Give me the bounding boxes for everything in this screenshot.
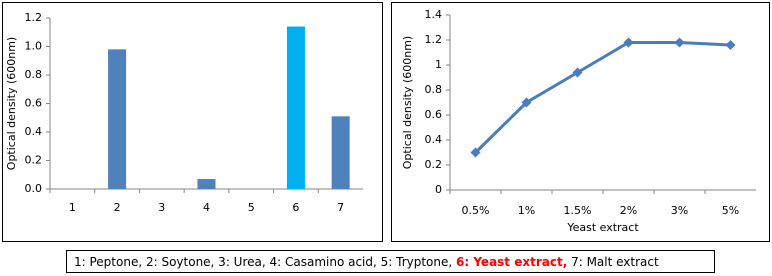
bar xyxy=(197,179,216,189)
x-tick-label: 6 xyxy=(292,201,299,214)
x-tick-label: 1 xyxy=(69,201,76,214)
y-tick-label: 0.6 xyxy=(425,108,443,121)
y-tick-label: 1.2 xyxy=(425,33,443,46)
y-tick-label: 0.4 xyxy=(425,133,443,146)
x-tick-label: 3 xyxy=(158,201,165,214)
x-tick-label: 1.5% xyxy=(564,204,592,217)
y-tick-label: 0.8 xyxy=(425,83,443,96)
x-tick-label: 7 xyxy=(337,201,344,214)
y-axis-label: Optical density (600nm) xyxy=(401,36,414,169)
marker xyxy=(521,97,532,108)
bar xyxy=(286,26,305,189)
y-tick-label: 1.2 xyxy=(25,11,43,24)
x-tick-label: 2 xyxy=(114,201,121,214)
chart-frame xyxy=(2,2,383,242)
bar xyxy=(331,116,350,189)
marker xyxy=(623,37,634,48)
marker xyxy=(674,37,685,48)
y-tick-label: 0.8 xyxy=(25,68,43,81)
x-tick-label: 1% xyxy=(518,204,535,217)
caption-part: 6: Yeast extract, xyxy=(456,255,567,269)
y-tick-label: 1 xyxy=(435,58,442,71)
caption-part: 7: Malt extract xyxy=(567,255,659,269)
y-tick-label: 0.2 xyxy=(425,158,443,171)
x-tick-label: 2% xyxy=(620,204,637,217)
marker xyxy=(470,147,481,158)
y-tick-label: 0.0 xyxy=(25,182,43,195)
caption: 1: Peptone, 2: Soytone, 3: Urea, 4: Casa… xyxy=(74,255,659,269)
x-tick-label: 4 xyxy=(203,201,210,214)
bar xyxy=(108,49,127,189)
chart-frame xyxy=(391,2,770,242)
y-tick-label: 1.4 xyxy=(425,8,443,21)
caption-part: 1: Peptone, 2: Soytone, 3: Urea, 4: Casa… xyxy=(74,255,456,269)
y-axis-label: Optical density (600nm) xyxy=(5,37,18,170)
x-tick-label: 0.5% xyxy=(462,204,490,217)
marker xyxy=(572,67,583,78)
y-tick-label: 0.6 xyxy=(25,97,43,110)
x-tick-label: 5 xyxy=(248,201,255,214)
x-tick-label: 5% xyxy=(722,204,739,217)
x-axis-label: Yeast extract xyxy=(566,221,639,234)
y-tick-label: 1.0 xyxy=(25,40,43,53)
y-tick-label: 0 xyxy=(435,183,442,196)
marker xyxy=(725,40,736,50)
x-tick-label: 3% xyxy=(671,204,688,217)
y-tick-label: 0.2 xyxy=(25,154,43,167)
caption-box xyxy=(66,250,715,273)
y-tick-label: 0.4 xyxy=(25,125,43,138)
line xyxy=(474,41,731,154)
